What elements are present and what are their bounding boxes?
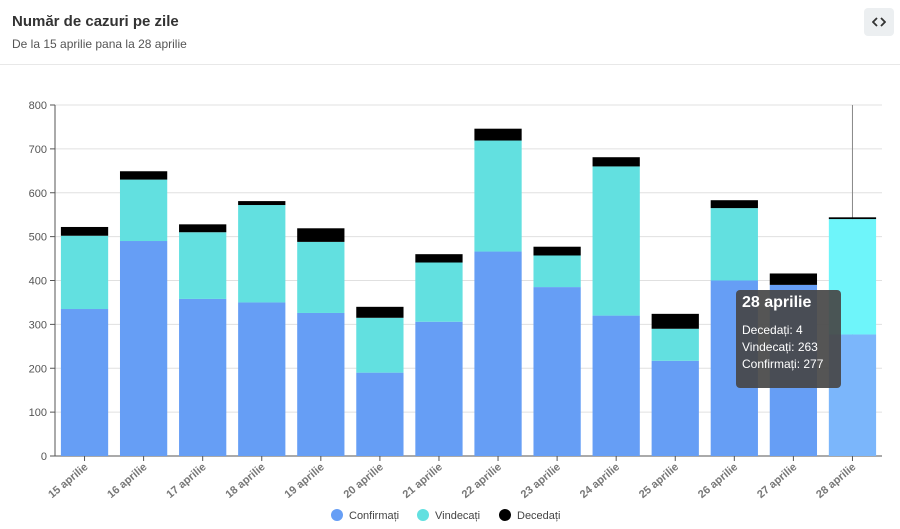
- legend-marker-decedati: [499, 509, 511, 521]
- bar-decedati-4: [297, 228, 345, 242]
- x-tick-label-5: 20 aprilie: [342, 461, 386, 501]
- bar-confirmati-7: [474, 251, 522, 456]
- bar-vindecati-6: [415, 262, 463, 322]
- bar-decedati-0: [60, 226, 109, 236]
- bar-decedati-1: [119, 171, 168, 180]
- bar-decedati-9: [592, 157, 640, 167]
- x-tick-label-7: 22 aprilie: [460, 461, 504, 501]
- bar-decedati-13: [828, 217, 877, 220]
- tooltip-line-confirmati: Confirmați: 277: [742, 357, 824, 371]
- bar-decedati-2: [179, 224, 227, 233]
- bar-confirmati-1: [119, 241, 168, 456]
- bar-confirmati-9: [592, 315, 640, 456]
- bar-vindecati-3: [238, 205, 286, 303]
- y-tick-label-700: 700: [29, 144, 47, 156]
- bar-vindecati-4: [297, 241, 345, 313]
- x-tick-label-13: 28 aprilie: [814, 461, 858, 501]
- bar-vindecati-5: [356, 317, 404, 373]
- x-tick-label-4: 19 aprilie: [282, 461, 326, 501]
- x-tick-label-11: 26 aprilie: [696, 461, 740, 501]
- bar-decedati-10: [651, 313, 699, 329]
- bar-confirmati-6: [415, 321, 463, 456]
- bar-vindecati-10: [651, 328, 699, 361]
- x-tick-label-0: 15 aprilie: [46, 461, 90, 501]
- bar-confirmati-3: [238, 302, 286, 456]
- bar-decedati-11: [710, 200, 758, 209]
- bar-confirmati-0: [60, 309, 109, 456]
- legend-label-vindecati: Vindecați: [435, 510, 480, 522]
- bar-vindecati-0: [60, 235, 109, 310]
- chart-title: Număr de cazuri pe zile: [12, 13, 179, 30]
- x-tick-label-2: 17 aprilie: [164, 461, 208, 501]
- bar-vindecati-9: [592, 166, 640, 316]
- embed-button[interactable]: [864, 8, 894, 36]
- y-tick-label-500: 500: [29, 232, 47, 244]
- x-tick-label-3: 18 aprilie: [223, 461, 267, 501]
- bar-vindecati-2: [179, 232, 227, 299]
- x-tick-label-8: 23 aprilie: [519, 461, 563, 501]
- chart-subtitle: De la 15 aprilie pana la 28 aprilie: [12, 37, 187, 51]
- y-tick-label-300: 300: [29, 319, 47, 331]
- bar-vindecati-11: [710, 208, 758, 281]
- legend-marker-confirmati: [331, 509, 343, 521]
- y-tick-label-0: 0: [41, 451, 47, 463]
- bar-decedati-8: [533, 246, 581, 256]
- bar-confirmati-2: [179, 298, 227, 456]
- bar-confirmati-10: [651, 360, 699, 456]
- bar-decedati-6: [415, 254, 463, 263]
- y-tick-label-600: 600: [29, 188, 47, 200]
- bar-confirmati-4: [297, 312, 345, 456]
- bar-vindecati-1: [119, 179, 168, 242]
- y-tick-label-400: 400: [29, 276, 47, 288]
- bar-decedati-7: [474, 128, 522, 141]
- bar-decedati-12: [769, 273, 818, 285]
- bar-vindecati-7: [474, 140, 522, 252]
- legend-label-decedati: Decedați: [517, 510, 560, 522]
- bar-vindecati-8: [533, 255, 581, 288]
- chart-tooltip: 28 aprilie Decedați: 4 Vindecați: 263 Co…: [736, 290, 841, 388]
- y-tick-label-800: 800: [29, 100, 47, 112]
- tooltip-line-vindecati: Vindecați: 263: [742, 340, 818, 354]
- y-tick-label-200: 200: [29, 363, 47, 375]
- x-tick-label-1: 16 aprilie: [105, 461, 149, 501]
- x-tick-label-6: 21 aprilie: [401, 461, 445, 501]
- tooltip-line-decedati: Decedați: 4: [742, 323, 803, 337]
- bar-confirmati-8: [533, 287, 581, 456]
- x-tick-label-12: 27 aprilie: [755, 461, 799, 501]
- x-tick-label-9: 24 aprilie: [578, 461, 622, 501]
- chart-header: Număr de cazuri pe zile De la 15 aprilie…: [0, 0, 900, 65]
- bar-decedati-5: [356, 306, 404, 318]
- bar-decedati-3: [238, 201, 286, 206]
- x-tick-label-10: 25 aprilie: [637, 461, 681, 501]
- y-tick-label-100: 100: [29, 407, 47, 419]
- bar-confirmati-5: [356, 372, 404, 456]
- code-icon: [872, 17, 886, 27]
- legend-label-confirmati: Confirmați: [349, 510, 399, 522]
- legend-marker-vindecati: [417, 509, 429, 521]
- tooltip-title: 28 aprilie: [742, 294, 812, 311]
